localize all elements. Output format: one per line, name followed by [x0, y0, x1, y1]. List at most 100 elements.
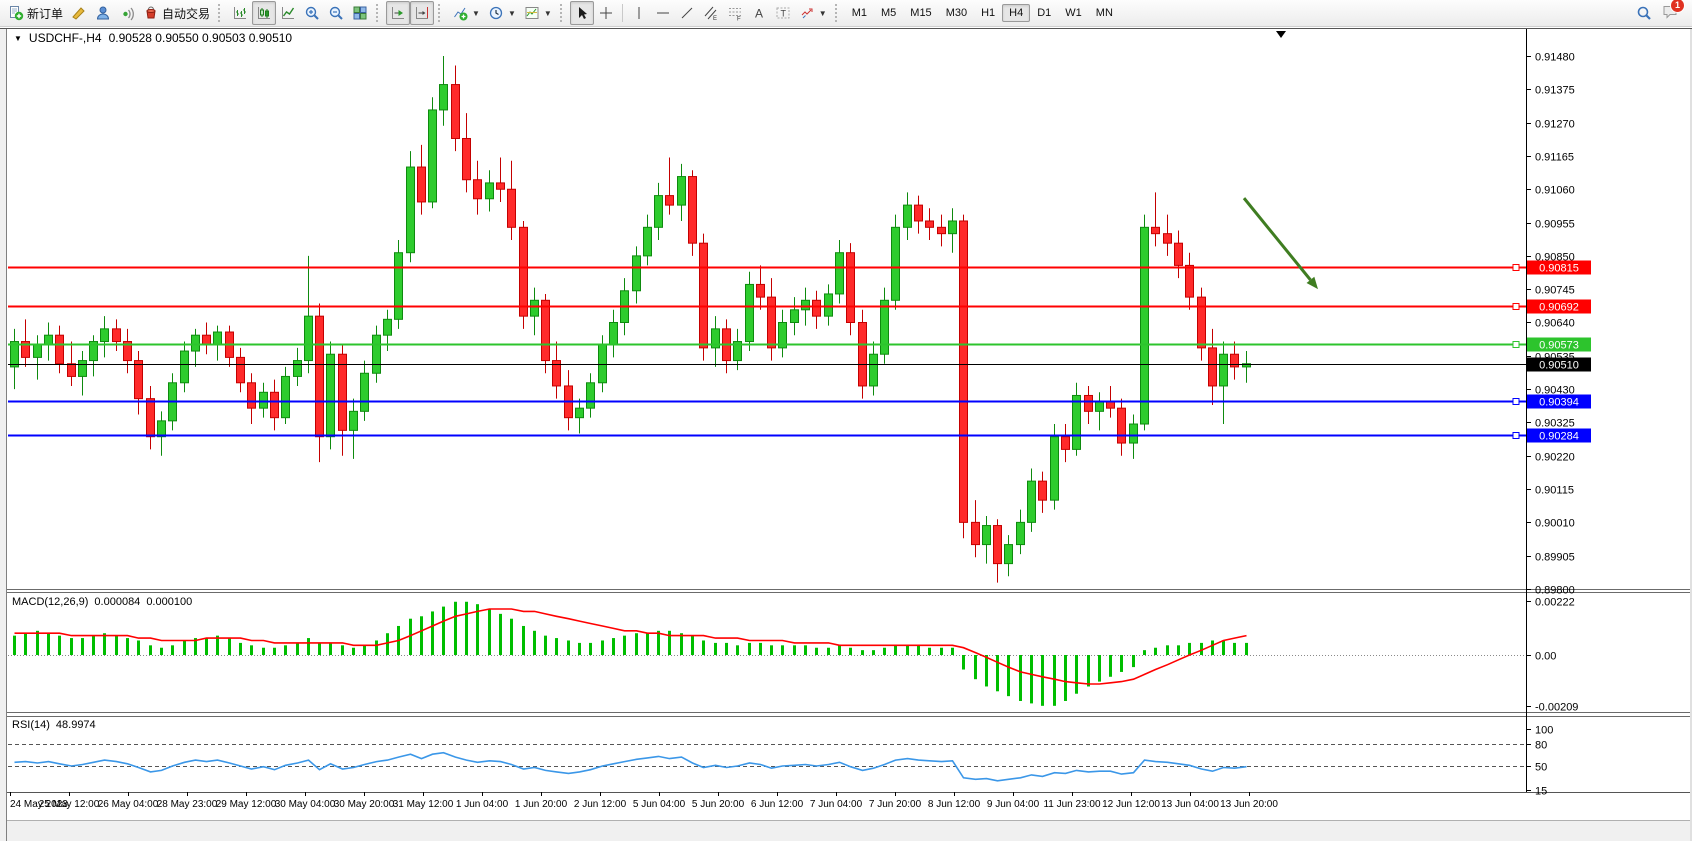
candle-body [586, 382, 595, 409]
time-tick-label: 8 Jun 12:00 [928, 799, 981, 810]
line-handle[interactable] [1512, 341, 1520, 348]
candle-body [959, 220, 968, 523]
candle-body [383, 318, 392, 336]
timeframe-h4-button[interactable]: H4 [1002, 4, 1031, 22]
fibonacci-tool-button[interactable]: F [723, 1, 747, 25]
candle-body [1072, 394, 1081, 450]
candle-body [1027, 480, 1036, 523]
line-handle[interactable] [1512, 264, 1520, 271]
crosshair-button[interactable] [594, 1, 618, 25]
chart-shift-button[interactable] [410, 1, 435, 25]
macd-histogram-bar [262, 647, 265, 655]
price-tag [1527, 337, 1591, 352]
rsi-tick-label: 80 [1535, 740, 1547, 752]
candle-body [575, 407, 584, 419]
trendline-tool-button[interactable] [675, 1, 699, 25]
macd-histogram-bar [160, 647, 163, 655]
candlestick-mode-button[interactable] [252, 1, 277, 25]
profile-button[interactable] [91, 1, 115, 25]
bar-chart-mode-button[interactable] [228, 1, 252, 25]
text-tool-button[interactable]: A [747, 1, 771, 25]
candle-body [78, 360, 87, 377]
label-tool-button[interactable]: T [771, 1, 795, 25]
timeframe-m15-button[interactable]: M15 [910, 7, 932, 19]
macd-histogram-bar [815, 647, 818, 655]
cursor-button[interactable] [569, 1, 594, 25]
macd-histogram-bar [951, 647, 954, 655]
candle-body [1208, 347, 1217, 387]
macd-histogram-bar [454, 601, 457, 655]
symbol-dropdown-icon[interactable]: ▼ [14, 33, 22, 43]
chart-shift-marker[interactable] [1276, 31, 1286, 38]
toolbar-drag-handle[interactable] [559, 4, 566, 22]
periods-button[interactable]: ▼ [484, 1, 520, 25]
timeframe-m30-button[interactable]: M30 [945, 7, 968, 19]
macd-histogram-bar [1222, 640, 1225, 655]
horizontal-line-tool-button[interactable] [651, 1, 675, 25]
timeframe-m1-button[interactable]: M1 [851, 7, 867, 19]
new-order-button[interactable]: 新订单 [4, 1, 67, 25]
indicators-icon [452, 5, 468, 21]
signals-button[interactable] [115, 1, 139, 25]
macd-histogram-bar [1211, 640, 1214, 655]
toolbar-drag-handle[interactable] [376, 4, 382, 22]
templates-button[interactable]: ▼ [520, 1, 556, 25]
toolbar-drag-handle[interactable] [834, 4, 841, 22]
candle-body [338, 353, 347, 431]
candle-body [609, 321, 618, 346]
macd-histogram-bar [962, 655, 965, 670]
candle-body [1038, 480, 1047, 501]
arrows-tool-button[interactable]: ▼ [795, 1, 831, 25]
candle-body [191, 334, 200, 352]
macd-histogram-bar [1064, 655, 1067, 701]
candle-body [880, 299, 889, 355]
timeframe-h1-button[interactable]: H1 [981, 7, 996, 19]
candle-body [67, 363, 76, 377]
macd-histogram-bar [578, 642, 581, 655]
auto-scroll-button[interactable] [386, 1, 411, 25]
autotrading-icon [143, 5, 159, 21]
macd-histogram-bar [442, 606, 445, 655]
line-handle[interactable] [1512, 432, 1520, 439]
autotrading-button[interactable]: 自动交易 [139, 1, 214, 25]
market-watch-button[interactable] [67, 1, 91, 25]
timeframe-d1-button[interactable]: D1 [1037, 7, 1052, 19]
macd-histogram-bar [13, 635, 16, 655]
macd-histogram-bar [612, 638, 615, 655]
search-icon[interactable] [1636, 5, 1652, 21]
candle-body [112, 328, 121, 343]
candle-body [485, 182, 494, 200]
macd-histogram-bar [781, 645, 784, 655]
vertical-line-tool-button[interactable] [627, 1, 651, 25]
toolbar-drag-handle[interactable] [438, 4, 444, 22]
zoom-in-button[interactable] [300, 1, 324, 25]
candle-body [1095, 401, 1104, 412]
timeframe-mn-button[interactable]: MN [1095, 7, 1113, 19]
line-handle[interactable] [1512, 398, 1520, 405]
trend-arrow[interactable] [1242, 197, 1312, 281]
price-tick-label: 0.91270 [1535, 119, 1575, 131]
macd-histogram-bar [736, 645, 739, 655]
candle-body [21, 341, 30, 358]
line-handle[interactable] [1512, 303, 1520, 310]
notifications-button[interactable]: 1 [1662, 0, 1685, 24]
price-tick-label: 0.89905 [1535, 552, 1575, 564]
zoom-out-button[interactable] [324, 1, 348, 25]
macd-histogram-bar [555, 638, 558, 655]
tile-windows-button[interactable] [348, 1, 372, 25]
line-chart-mode-button[interactable] [276, 1, 300, 25]
macd-histogram-bar [70, 638, 73, 655]
line-chart-icon [280, 5, 296, 21]
macd-histogram-bar [714, 642, 717, 655]
indicators-button[interactable]: ▼ [448, 1, 484, 25]
toolbar-drag-handle[interactable] [218, 4, 224, 22]
timeframe-w1-button[interactable]: W1 [1065, 7, 1082, 19]
trend-arrow-head[interactable] [1306, 276, 1318, 290]
macd-histogram-bar [363, 645, 366, 655]
macd-histogram-bar [216, 635, 219, 655]
clock-icon [488, 5, 504, 21]
timeframe-m5-button[interactable]: M5 [881, 7, 897, 19]
channel-tool-button[interactable]: E [699, 1, 723, 25]
price-tick-label: 0.90220 [1535, 452, 1575, 464]
